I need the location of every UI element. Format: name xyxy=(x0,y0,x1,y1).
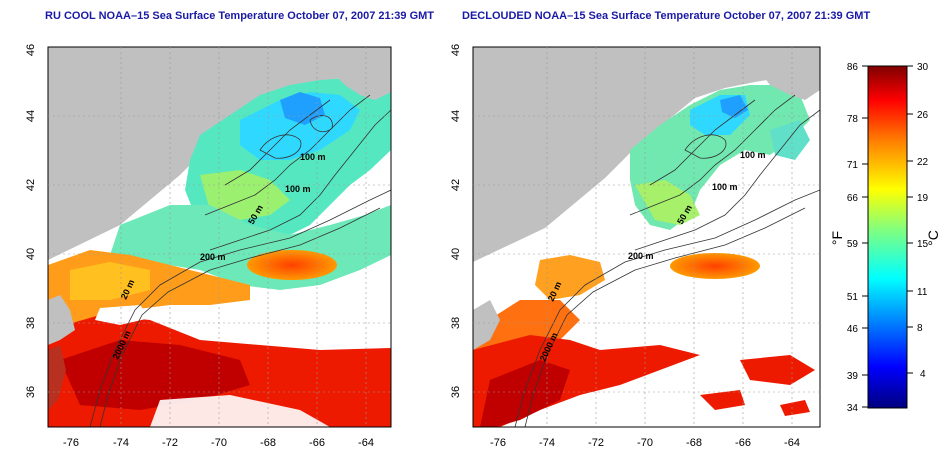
x-tick: -70 xyxy=(211,437,227,449)
right-map: 100 m 100 m 50 m 200 m 20 m 2000 m -76 -… xyxy=(450,44,821,449)
left-bathymetry-contours xyxy=(89,94,391,427)
right-bathymetry-contours xyxy=(514,94,820,427)
right-x-axis: -76 -74 -72 -70 -68 -66 -64 xyxy=(490,437,800,449)
fahrenheit-tick: 86 xyxy=(847,62,859,73)
x-tick: -72 xyxy=(162,437,178,449)
y-tick: 38 xyxy=(25,317,37,329)
y-tick: 38 xyxy=(450,317,462,329)
y-tick: 40 xyxy=(25,248,37,260)
left-map-frame xyxy=(47,46,392,428)
celsius-tick: 26 xyxy=(917,110,929,121)
y-tick: 36 xyxy=(450,386,462,398)
y-tick: 42 xyxy=(450,179,462,191)
y-tick: 46 xyxy=(25,44,37,56)
fahrenheit-tick: 59 xyxy=(847,239,859,250)
right-map-frame xyxy=(472,46,821,428)
x-tick: -66 xyxy=(735,437,751,449)
colorbar-gradient xyxy=(867,65,908,409)
fahrenheit-unit-label: °F xyxy=(829,231,845,245)
x-tick: -68 xyxy=(260,437,276,449)
x-tick: -68 xyxy=(686,437,702,449)
right-label-100m-b: 100 m xyxy=(712,182,738,192)
y-tick: 46 xyxy=(450,44,462,56)
celsius-unit-label: °C xyxy=(925,230,941,246)
celsius-tick: 4 xyxy=(920,369,926,380)
x-tick: -66 xyxy=(309,437,325,449)
left-y-axis: 46 44 42 40 38 36 xyxy=(25,44,37,398)
left-map: 100 m 100 m 50 m 200 m 20 m 2000 m -76 -… xyxy=(25,44,392,449)
left-label-200m: 200 m xyxy=(200,252,226,262)
x-tick: -70 xyxy=(637,437,653,449)
right-label-200m: 200 m xyxy=(628,251,654,261)
celsius-tick: 19 xyxy=(917,193,929,204)
fahrenheit-tick: 34 xyxy=(847,403,859,414)
fahrenheit-tick: 66 xyxy=(847,193,859,204)
fahrenheit-tick: 71 xyxy=(847,160,859,171)
fahrenheit-tick: 78 xyxy=(847,114,859,125)
celsius-tick: 8 xyxy=(917,323,923,334)
x-tick: -64 xyxy=(358,437,374,449)
y-tick: 44 xyxy=(450,110,462,122)
left-label-100m-b: 100 m xyxy=(285,184,311,194)
left-label-100m-a: 100 m xyxy=(300,152,326,162)
celsius-tick: 15 xyxy=(917,239,929,250)
fahrenheit-tick: 51 xyxy=(847,292,859,303)
fahrenheit-tick: 46 xyxy=(847,324,859,335)
celsius-tick: 30 xyxy=(917,62,929,73)
right-grid xyxy=(473,47,820,427)
right-warm-eddy xyxy=(670,253,760,279)
y-tick: 44 xyxy=(25,110,37,122)
left-x-axis: -76 -74 -72 -70 -68 -66 -64 xyxy=(63,437,374,449)
y-tick: 40 xyxy=(450,248,462,260)
celsius-tick: 11 xyxy=(917,287,928,298)
x-tick: -74 xyxy=(539,437,555,449)
right-y-axis: 46 44 42 40 38 36 xyxy=(450,44,462,398)
y-tick: 42 xyxy=(25,179,37,191)
celsius-tick: 22 xyxy=(917,157,929,168)
x-tick: -72 xyxy=(588,437,604,449)
left-panel-title: RU COOL NOAA–15 Sea Surface Temperature … xyxy=(45,10,435,22)
colorbar: 86 78 71 66 59 51 46 39 34 30 26 22 19 1… xyxy=(829,62,941,414)
left-grid xyxy=(48,47,391,427)
x-tick: -74 xyxy=(113,437,129,449)
x-tick: -64 xyxy=(784,437,800,449)
x-tick: -76 xyxy=(490,437,506,449)
y-tick: 36 xyxy=(25,386,37,398)
right-panel-title: DECLOUDED NOAA–15 Sea Surface Temperatur… xyxy=(462,10,871,22)
x-tick: -76 xyxy=(63,437,79,449)
left-warm-eddy xyxy=(247,250,337,280)
fahrenheit-tick: 39 xyxy=(847,371,859,382)
right-label-100m-a: 100 m xyxy=(740,150,766,160)
